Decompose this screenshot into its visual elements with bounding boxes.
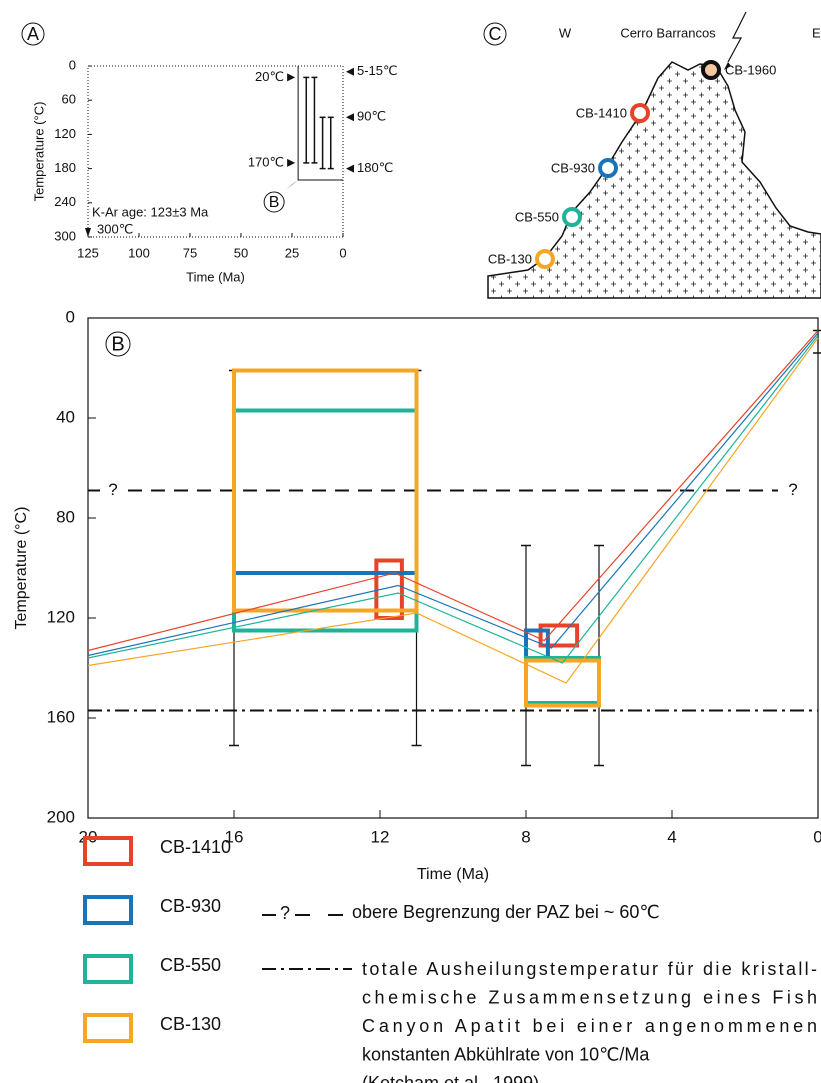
- x-tick-label: 100: [128, 245, 150, 260]
- zoom-pointer: [286, 180, 299, 190]
- x-tick-label: 75: [183, 245, 197, 260]
- y-tick-label: 240: [54, 194, 76, 209]
- cooling-path: [87, 335, 819, 664]
- legend-text: chemische Zusammensetzung eines Fish: [362, 987, 817, 1007]
- panel-c: W Cerro Barrancos E CB-1960 CB-1410 CB-930 CB-…: [487, 11, 821, 299]
- legend-text: Canyon Apatit bei einer angenommenen: [362, 1016, 817, 1036]
- sample-site: [598, 158, 618, 178]
- panel-label-ring: [21, 22, 45, 46]
- constraint-box: [524, 656, 601, 705]
- annotation-arrow: [346, 113, 354, 122]
- constraint-box: [232, 408, 419, 633]
- sample-label: CB-550: [515, 209, 559, 224]
- constraint-box: [524, 658, 601, 708]
- x-tick-label: 12: [371, 827, 390, 846]
- annotation: 180℃: [357, 160, 393, 175]
- y-tick-label: 80: [56, 507, 75, 526]
- cooling-path: [87, 332, 819, 657]
- lightning: [727, 11, 747, 63]
- y-axis-label: Temperature (°C): [31, 102, 46, 202]
- lightning-arrow: [724, 62, 731, 70]
- y-tick-label: 40: [56, 407, 75, 426]
- annotation-arrow: [346, 67, 354, 76]
- sample-site: [562, 207, 582, 227]
- sample-label: CB-1960: [725, 62, 776, 77]
- sample-label: CB-1410: [576, 105, 627, 120]
- annotation: 90℃: [357, 109, 386, 124]
- x-axis-label: Time (Ma): [417, 866, 489, 883]
- constraint-box: [374, 558, 404, 620]
- x-tick-label: 16: [225, 827, 244, 846]
- legend-text: totale Ausheilungstemperatur für die kri…: [362, 959, 817, 979]
- annotation: 300℃: [97, 221, 133, 236]
- sample-site: [535, 249, 555, 269]
- panel-label-ring: [263, 191, 285, 213]
- y-tick-label: 120: [47, 607, 75, 626]
- y-tick-label: 60: [62, 92, 76, 107]
- x-tick-label: 125: [77, 245, 99, 260]
- reference-marker: ?: [108, 480, 117, 499]
- panel-label-ring: [483, 22, 507, 46]
- legend-text: konstanten Abkühlrate von 10℃/Ma: [362, 1044, 650, 1064]
- panel-label: B: [111, 333, 124, 355]
- reference-marker: ?: [788, 480, 797, 499]
- y-tick-label: 0: [66, 307, 75, 326]
- x-tick-label: 25: [285, 245, 299, 260]
- west-label: W: [559, 25, 572, 40]
- x-tick-label: 0: [813, 827, 821, 846]
- panel-label: C: [489, 24, 502, 44]
- legend-text: (Ketcham et al., 1999): [362, 1073, 539, 1083]
- constraint-box: [232, 368, 419, 613]
- legend-swatch: [83, 954, 133, 984]
- annotation: 20℃: [255, 69, 284, 84]
- cooling-path: [87, 337, 819, 684]
- x-tick-label: 0: [339, 245, 346, 260]
- annotation: 170℃: [248, 154, 284, 169]
- y-tick-label: 300: [54, 228, 76, 243]
- cooling-path: [87, 330, 819, 652]
- legend-marker: ?: [280, 903, 290, 923]
- x-axis-label: Time (Ma): [186, 269, 245, 284]
- annotation-arrow: [287, 158, 296, 167]
- sample-site: [701, 60, 721, 80]
- legend-label: CB-1410: [160, 837, 231, 857]
- legend-label: CB-550: [160, 955, 221, 975]
- x-tick-label: 4: [667, 827, 676, 846]
- note: K-Ar age: 123±3 Ma: [92, 204, 209, 219]
- panel-label-ring: [105, 331, 131, 357]
- sample-label: CB-930: [551, 160, 595, 175]
- y-tick-label: 0: [69, 57, 76, 72]
- legend-label: CB-930: [160, 896, 221, 916]
- y-tick-label: 120: [54, 126, 76, 141]
- annotation-arrow: [85, 228, 91, 237]
- x-tick-label: 8: [521, 827, 530, 846]
- panel-label: A: [27, 24, 39, 44]
- annotation-arrow: [346, 164, 354, 173]
- legend-text: obere Begrenzung der PAZ bei ~ 60℃: [352, 902, 660, 922]
- constraint-box: [538, 623, 580, 648]
- mountain-profile: [487, 61, 821, 299]
- y-tick-label: 200: [47, 807, 75, 826]
- annotation-arrow: [287, 73, 296, 82]
- constraint-box: [232, 571, 419, 613]
- x-tick-label: 50: [234, 245, 248, 260]
- y-axis-label: Temperature (°C): [13, 507, 30, 630]
- peak-label: Cerro Barrancos: [620, 25, 716, 40]
- plot-frame: [87, 317, 819, 819]
- sample-site: [630, 103, 650, 123]
- y-tick-label: 160: [47, 707, 75, 726]
- legend-swatch: [83, 1013, 133, 1043]
- y-tick-label: 180: [54, 160, 76, 175]
- legend-swatch: [83, 836, 133, 866]
- legend-label: CB-130: [160, 1014, 221, 1034]
- panel-label: B: [269, 194, 280, 211]
- annotation: 5-15℃: [357, 63, 398, 78]
- east-label: E: [812, 25, 821, 40]
- sample-label: CB-130: [488, 251, 532, 266]
- legend-swatch: [83, 895, 133, 925]
